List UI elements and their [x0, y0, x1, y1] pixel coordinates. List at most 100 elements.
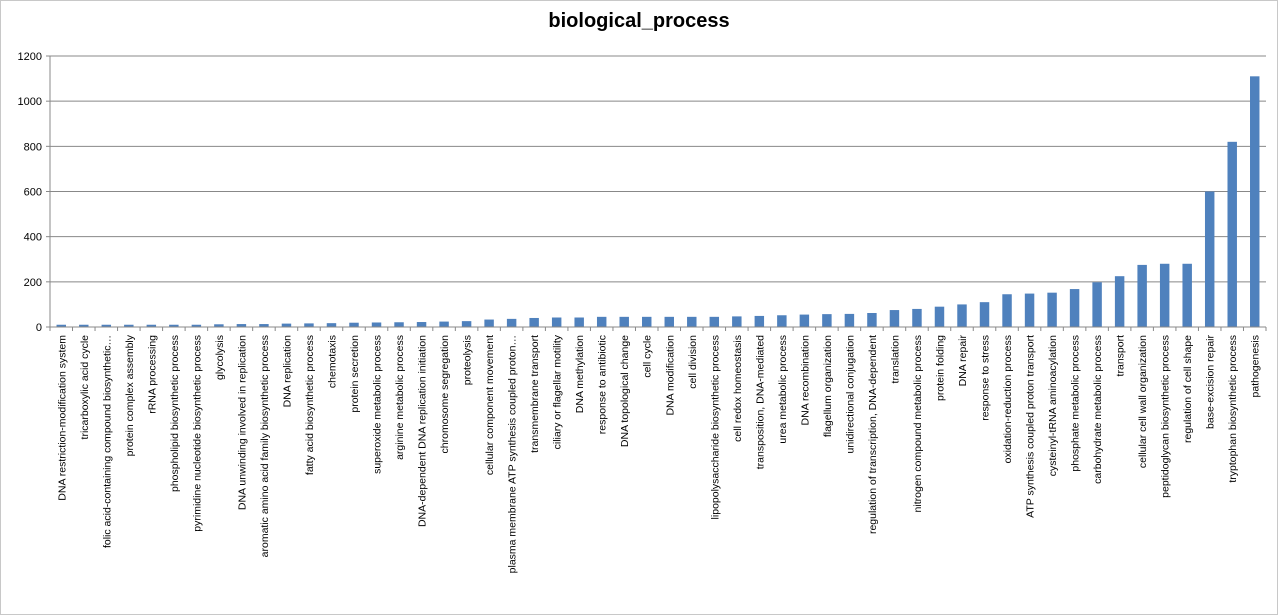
x-category-label: rRNA processing [146, 335, 158, 414]
bar [326, 323, 337, 327]
bar [1250, 76, 1260, 327]
bar [754, 315, 765, 327]
bar [1182, 263, 1192, 327]
x-category-label: ATP synthesis coupled proton transport [1025, 335, 1037, 518]
y-tick-label: 400 [24, 232, 42, 244]
x-category-label: protein folding [934, 335, 946, 401]
bar [484, 319, 494, 327]
x-category-label: DNA recombination [799, 335, 811, 426]
x-category-label: cell division [687, 335, 699, 389]
bar [439, 321, 449, 327]
bar [56, 324, 66, 327]
x-category-label: response to stress [980, 335, 992, 421]
bar [1159, 263, 1170, 327]
y-tick-label: 0 [36, 322, 42, 334]
x-category-label: phospholipid biosynthetic process [169, 335, 181, 492]
x-category-label: DNA unwinding involved in replication [236, 335, 248, 510]
bar [461, 321, 472, 327]
x-category-label: DNA methylation [574, 335, 586, 413]
bar [1047, 292, 1057, 327]
x-category-label: lipopolysaccharide biosynthetic process [709, 335, 721, 519]
x-category-label: cell redox homeostasis [732, 335, 744, 442]
x-category-label: regulation of cell shape [1182, 335, 1194, 443]
x-category-label: DNA repair [957, 335, 969, 387]
bar [191, 324, 202, 327]
y-tick-label: 600 [24, 187, 42, 199]
x-category-label: oxidation-reduction process [1002, 335, 1014, 463]
x-category-label: tryptophan biosynthetic process [1227, 335, 1239, 483]
gridlines [46, 55, 1266, 328]
bar [687, 316, 697, 327]
x-category-label: transport [1115, 335, 1127, 377]
bar [1137, 264, 1147, 327]
x-category-label: folic acid-containing compound biosynthe… [101, 335, 113, 548]
bar [236, 324, 247, 327]
bar [349, 322, 359, 327]
x-category-label: flagellum organization [822, 335, 834, 437]
x-category-label: fatty acid biosynthetic process [304, 335, 316, 475]
x-category-label: base-excision repair [1205, 335, 1217, 429]
bar [529, 317, 539, 327]
x-category-label: urea metabolic process [777, 335, 789, 444]
x-category-label: pyrimidine nucleotide biosynthetic proce… [191, 335, 203, 532]
bar [1024, 293, 1035, 327]
x-category-label: DNA restriction-modification system [56, 335, 68, 501]
bar [551, 317, 562, 327]
bar [822, 314, 832, 327]
bar [979, 302, 990, 327]
bar [574, 317, 584, 327]
y-axis: 0 200 400 600 800 1000 1200 [18, 51, 42, 334]
bar [214, 324, 224, 327]
x-category-label: protein secretion [349, 335, 361, 413]
bar [1114, 276, 1125, 327]
bar [619, 316, 629, 327]
bar [1204, 191, 1215, 327]
x-category-label: unidirectional conjugation [844, 335, 856, 454]
chart-title: biological_process [548, 10, 730, 32]
x-category-label: response to antibiotic [597, 335, 609, 434]
x-category-label: glycolysis [214, 335, 226, 380]
x-category-label: tricarboxylic acid cycle [79, 335, 91, 440]
x-category-label: plasma membrane ATP synthesis coupled pr… [507, 335, 519, 573]
bar [304, 323, 314, 327]
x-category-label: DNA modification [664, 335, 676, 416]
x-category-label: translation [889, 335, 901, 384]
x-category-label: cysteinyl-tRNA aminoacylation [1047, 335, 1059, 476]
x-category-label: phosphate metabolic process [1070, 335, 1082, 472]
x-category-label: DNA replication [281, 335, 293, 408]
y-tick-label: 1200 [18, 51, 42, 63]
x-category-label: peptidoglycan biosynthetic process [1160, 335, 1172, 498]
x-category-label: nitrogen compound metabolic process [912, 335, 924, 512]
x-category-label: cellular cell wall organization [1137, 335, 1149, 468]
bar [934, 306, 945, 327]
x-category-label: chemotaxis [326, 335, 338, 388]
bar [777, 315, 787, 327]
x-category-label: DNA topological change [619, 335, 631, 447]
bar [844, 313, 855, 327]
x-category-label: superoxide metabolic process [372, 335, 384, 474]
x-category-label: protein complex assembly [124, 334, 136, 456]
x-category-label: DNA-dependent DNA replication initiation [417, 335, 429, 527]
x-axis: DNA restriction-modification system trica… [49, 326, 1267, 573]
bar [1227, 141, 1237, 327]
y-tick-label: 200 [24, 277, 42, 289]
bar [912, 308, 922, 327]
bar [664, 316, 674, 327]
bar [169, 324, 179, 327]
bar [1092, 282, 1102, 327]
bars [56, 76, 1260, 327]
bar [596, 316, 607, 327]
bar [709, 316, 720, 327]
x-category-label: carbohydrate metabolic process [1092, 335, 1104, 484]
x-category-label: regulation of transcription, DNA-depende… [867, 335, 879, 534]
x-category-label: transmembrane transport [529, 335, 541, 453]
x-category-label: chromosome segregation [439, 335, 451, 454]
bar [732, 316, 742, 327]
x-category-label: cell cycle [642, 335, 654, 378]
x-category-label: ciliary or flagellar motility [552, 334, 564, 449]
x-category-label: aromatic amino acid family biosynthetic … [259, 335, 271, 557]
bar [394, 322, 404, 327]
bar [642, 316, 652, 327]
bar [867, 313, 877, 327]
